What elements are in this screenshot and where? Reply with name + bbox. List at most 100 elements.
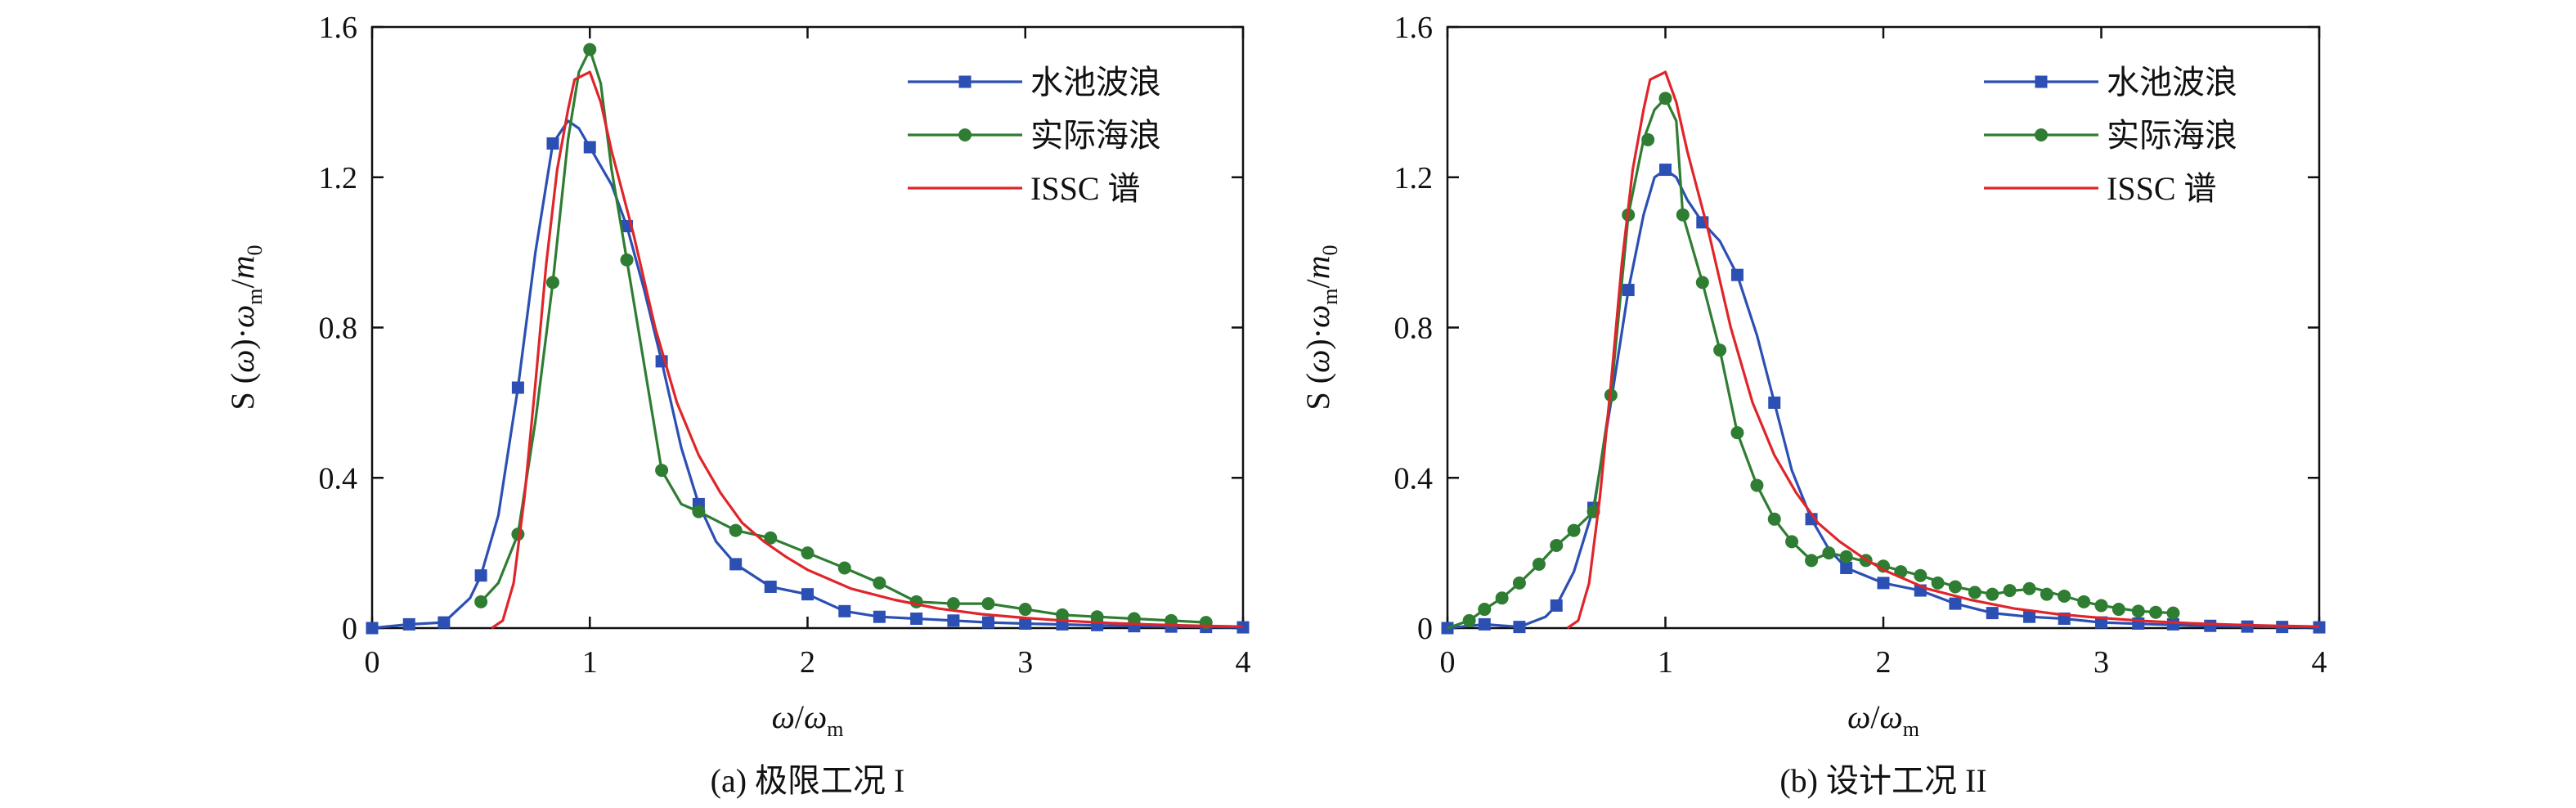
y-tick-label: 0 <box>342 612 357 646</box>
y-axis-label: S (ω)·ωm​/m0​ <box>224 245 267 411</box>
data-point-circle <box>981 597 995 611</box>
data-point-square <box>474 569 487 582</box>
data-point-square <box>1949 597 1962 610</box>
data-point-circle <box>1767 512 1781 526</box>
data-point-circle <box>1641 132 1655 146</box>
x-tick-label: 3 <box>2094 645 2109 680</box>
data-point-circle <box>1695 276 1709 290</box>
y-tick-label: 1.2 <box>1394 161 1434 195</box>
legend-label: 水池波浪 <box>2107 64 2237 101</box>
data-point-square <box>1840 562 1853 574</box>
data-point-circle <box>1478 603 1492 617</box>
data-point-circle <box>2003 584 2017 598</box>
x-tick-label: 2 <box>800 645 815 680</box>
series-line <box>491 70 1244 630</box>
y-tick-label: 0.8 <box>1394 312 1434 346</box>
chart-panel: 0 1 2 3 4 0 0.4 0.8 1.2 1.6 ω/ωm​ S (ω)·ωm​/m0​ (b) … <box>1299 11 2327 799</box>
data-point-circle <box>1948 580 1962 594</box>
data-point-square <box>1478 617 1491 631</box>
data-point-circle <box>1750 478 1764 492</box>
data-point-circle <box>1090 610 1104 624</box>
x-tick-label: 4 <box>1236 645 1251 680</box>
data-point-circle <box>1730 426 1744 440</box>
data-point-square <box>1768 396 1781 409</box>
y-tick-label: 0 <box>1417 612 1433 646</box>
data-point-square <box>1730 268 1744 281</box>
data-point-square <box>402 617 415 631</box>
y-tick-label: 0.4 <box>319 461 358 496</box>
data-point-circle <box>837 561 851 575</box>
data-point-circle <box>1658 92 1672 105</box>
data-point-square <box>801 588 814 601</box>
data-point-square <box>2023 610 2036 623</box>
legend-marker-square <box>2035 75 2048 88</box>
data-point-circle <box>1018 603 1032 617</box>
data-point-square <box>2166 617 2179 631</box>
data-point-circle <box>2112 603 2125 617</box>
data-point-square <box>583 141 596 154</box>
data-point-square <box>511 381 524 394</box>
data-point-circle <box>474 595 488 608</box>
data-point-square <box>1659 164 1672 177</box>
legend-marker-circle <box>2035 128 2048 141</box>
x-tick-label: 4 <box>2312 645 2327 680</box>
data-point-circle <box>729 523 743 537</box>
x-tick-label: 0 <box>1440 645 1456 680</box>
y-axis-label: S (ω)·ωm​/m0​ <box>1299 245 1342 411</box>
legend-label: ISSC 谱 <box>2107 170 2217 207</box>
data-point-square <box>438 616 451 629</box>
data-point-circle <box>2058 589 2071 603</box>
data-point-circle <box>2131 604 2145 618</box>
data-point-circle <box>655 464 669 478</box>
data-point-square <box>981 616 994 629</box>
x-axis-label: ω/ωm​ <box>772 698 844 741</box>
data-point-square <box>546 137 559 150</box>
data-point-circle <box>1462 613 1476 627</box>
data-point-circle <box>1839 550 1853 563</box>
legend-marker-square <box>958 75 972 88</box>
data-point-square <box>1513 621 1526 634</box>
data-point-circle <box>1986 587 1999 601</box>
data-point-circle <box>1676 208 1690 222</box>
x-tick-label: 3 <box>1017 645 1033 680</box>
data-point-circle <box>1931 576 1945 590</box>
data-point-square <box>366 622 379 635</box>
data-point-circle <box>1968 586 1981 599</box>
x-tick-label: 1 <box>582 645 598 680</box>
y-tick-label: 1.2 <box>319 161 358 195</box>
panel-caption: (b) 设计工况 II <box>1779 762 1986 799</box>
data-point-circle <box>2149 605 2163 619</box>
data-point-square <box>2204 619 2217 632</box>
data-point-circle <box>2077 595 2091 608</box>
x-tick-label: 2 <box>1876 645 1892 680</box>
x-tick-label: 1 <box>1658 645 1673 680</box>
data-point-circle <box>583 43 597 56</box>
data-point-circle <box>1805 554 1819 568</box>
data-point-circle <box>1512 576 1526 590</box>
data-point-square <box>1622 284 1635 297</box>
data-point-circle <box>2094 599 2108 613</box>
series-line <box>1447 168 2320 630</box>
data-point-circle <box>620 253 634 267</box>
legend-label: 实际海浪 <box>2107 117 2237 154</box>
data-point-circle <box>2166 606 2180 620</box>
data-point-square <box>2313 621 2326 634</box>
data-point-circle <box>545 276 559 290</box>
legend-label: 水池波浪 <box>1030 64 1161 101</box>
data-point-circle <box>2022 581 2036 595</box>
data-point-circle <box>1495 591 1509 605</box>
data-point-square <box>910 613 923 626</box>
x-axis-label: ω/ωm​ <box>1847 698 1919 741</box>
data-point-circle <box>946 597 960 611</box>
data-point-square <box>2241 620 2254 633</box>
y-tick-label: 0.4 <box>1394 461 1434 496</box>
y-tick-label: 1.6 <box>1394 11 1434 45</box>
data-point-circle <box>873 576 886 590</box>
data-point-circle <box>1713 343 1727 357</box>
legend-label: ISSC 谱 <box>1030 170 1141 207</box>
data-point-square <box>1986 607 1999 620</box>
data-point-square <box>1550 599 1563 612</box>
